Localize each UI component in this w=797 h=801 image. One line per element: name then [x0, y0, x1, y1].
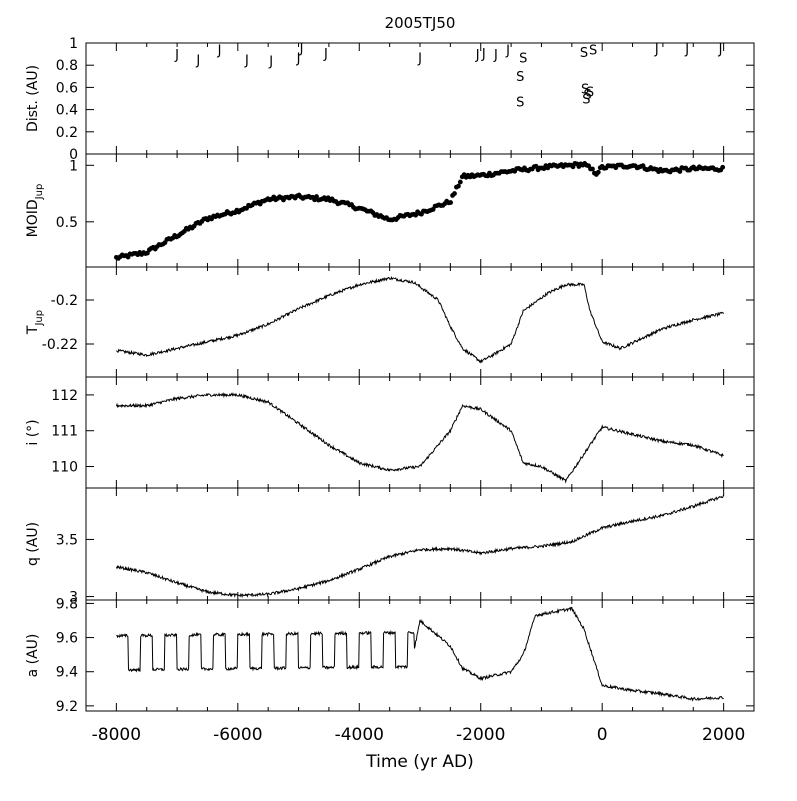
encounter-marker: S	[516, 96, 524, 111]
x-tick-label: 2000	[702, 725, 745, 745]
x-axis-label: Time (yr AD)	[365, 752, 473, 772]
series-line-incl	[115, 391, 724, 484]
y-tick-label-a: 9.2	[56, 699, 78, 715]
data-point	[452, 191, 457, 196]
encounter-marker: J	[718, 42, 723, 57]
encounter-marker: J	[244, 54, 249, 69]
y-axis-label-moid: MOIDJup	[25, 184, 45, 238]
y-tick-label-moid: 0.5	[56, 215, 78, 231]
y-axis-label-main-dist: Dist. (AU)	[25, 65, 41, 132]
y-axis-label-dist: Dist. (AU)	[25, 65, 41, 132]
encounter-marker: J	[323, 47, 328, 62]
panel-frame-tjup	[85, 266, 755, 378]
x-tick-label: 0	[597, 725, 608, 745]
data-point	[533, 163, 539, 169]
encounter-marker: S	[519, 51, 527, 66]
y-axis-label-main-tjup: T	[25, 325, 41, 335]
y-axis-label-sub-tjup: Jup	[34, 310, 45, 327]
encounter-marker: J	[296, 51, 301, 66]
y-axis-label-incl: i (°)	[25, 419, 41, 445]
y-axis-label-main-incl: i (°)	[25, 419, 41, 445]
encounter-marker: J	[475, 48, 480, 63]
encounter-marker: S	[589, 44, 597, 59]
y-tick-label-dist: 0.8	[56, 58, 78, 74]
x-tick-label: -2000	[456, 725, 505, 745]
y-tick-label-moid: 1	[69, 158, 78, 174]
y-tick-label-dist: 0.2	[56, 125, 78, 141]
encounter-marker: J	[493, 48, 498, 63]
panel-tjup: -0.22 -0.2 TJup	[25, 266, 755, 378]
encounter-marker: J	[299, 41, 304, 56]
series-line-q	[115, 494, 725, 599]
panel-frame-a	[85, 599, 755, 712]
y-axis-label-main-a: a (AU)	[25, 634, 41, 678]
data-point	[314, 194, 319, 199]
y-tick-label-tjup: -0.22	[42, 337, 78, 353]
y-axis-label-tjup: TJup	[25, 310, 45, 335]
data-point	[595, 169, 601, 175]
x-axis: -8000 -6000 -4000 -2000 0 2000	[92, 725, 746, 745]
y-tick-label-dist: 0.4	[56, 103, 78, 119]
y-tick-label-tjup: -0.2	[51, 293, 78, 309]
y-tick-label-dist: 0.6	[56, 80, 78, 96]
encounter-marker: S	[580, 46, 588, 61]
x-tick-label: -6000	[213, 725, 262, 745]
panel-incl: 110 111 112 i (°)	[25, 376, 755, 489]
x-tick-label: -8000	[92, 725, 141, 745]
data-point	[455, 183, 461, 189]
y-axis-label-sub-moid: Jup	[34, 184, 45, 201]
y-axis-label-q: q (AU)	[25, 522, 41, 566]
y-tick-label-dist: 0	[69, 147, 78, 163]
data-point	[590, 166, 595, 172]
panel-moid: 0.5 1 MOIDJup	[25, 153, 755, 268]
panel-a: 9.2 9.4 9.6 9.8 a (AU)	[25, 596, 755, 715]
panel-q: 3 3.5 q (AU)	[25, 487, 755, 606]
encounter-marker: J	[268, 55, 273, 70]
y-tick-label-a: 9.4	[56, 665, 78, 681]
y-tick-label-dist: 1	[69, 36, 78, 52]
encounter-marker: S	[516, 70, 524, 85]
y-axis-label-a: a (AU)	[25, 634, 41, 678]
y-tick-label-q: 3	[69, 590, 78, 606]
panel-frame-q	[85, 487, 755, 601]
data-point	[677, 169, 683, 174]
y-tick-label-a: 9.6	[56, 631, 78, 647]
encounter-marker: J	[654, 42, 659, 57]
series-line-tjup	[116, 276, 725, 364]
encounter-marker: J	[505, 44, 510, 59]
encounter-marker: S	[583, 88, 591, 103]
encounter-marker: S	[582, 92, 590, 107]
x-tick-label: -4000	[335, 725, 384, 745]
encounter-marker: J	[417, 51, 422, 66]
encounter-marker: J	[481, 47, 486, 62]
y-tick-label-incl: 112	[51, 388, 78, 404]
y-tick-label-incl: 110	[51, 460, 78, 476]
series-line-a	[116, 606, 724, 702]
y-axis-label-main-moid: MOID	[25, 199, 41, 237]
encounter-marker: J	[174, 48, 179, 63]
encounter-marker: J	[684, 42, 689, 57]
encounter-marker: J	[195, 54, 200, 69]
y-tick-label-incl: 111	[51, 424, 78, 440]
panel-frame-incl	[85, 376, 755, 489]
encounter-marker: J	[217, 44, 222, 59]
chart-title: 2005TJ50	[385, 14, 456, 32]
y-tick-label-q: 3.5	[56, 532, 78, 548]
y-tick-label-a: 9.8	[56, 596, 78, 612]
y-axis-label-main-q: q (AU)	[25, 522, 41, 566]
encounter-marker: S	[581, 82, 589, 97]
data-point	[720, 164, 726, 170]
encounter-marker: S	[586, 86, 594, 101]
data-point	[457, 179, 463, 185]
data-point	[448, 200, 454, 205]
